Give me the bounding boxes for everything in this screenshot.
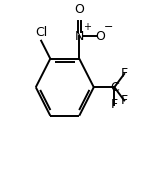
Text: Cl: Cl xyxy=(35,26,47,39)
Text: N: N xyxy=(75,30,84,43)
Text: −: − xyxy=(104,22,113,32)
Text: C: C xyxy=(110,81,119,94)
Text: +: + xyxy=(83,22,91,32)
Text: F: F xyxy=(121,67,128,80)
Text: F: F xyxy=(111,98,118,111)
Text: F: F xyxy=(121,94,128,107)
Text: O: O xyxy=(74,3,84,16)
Text: O: O xyxy=(95,30,105,43)
